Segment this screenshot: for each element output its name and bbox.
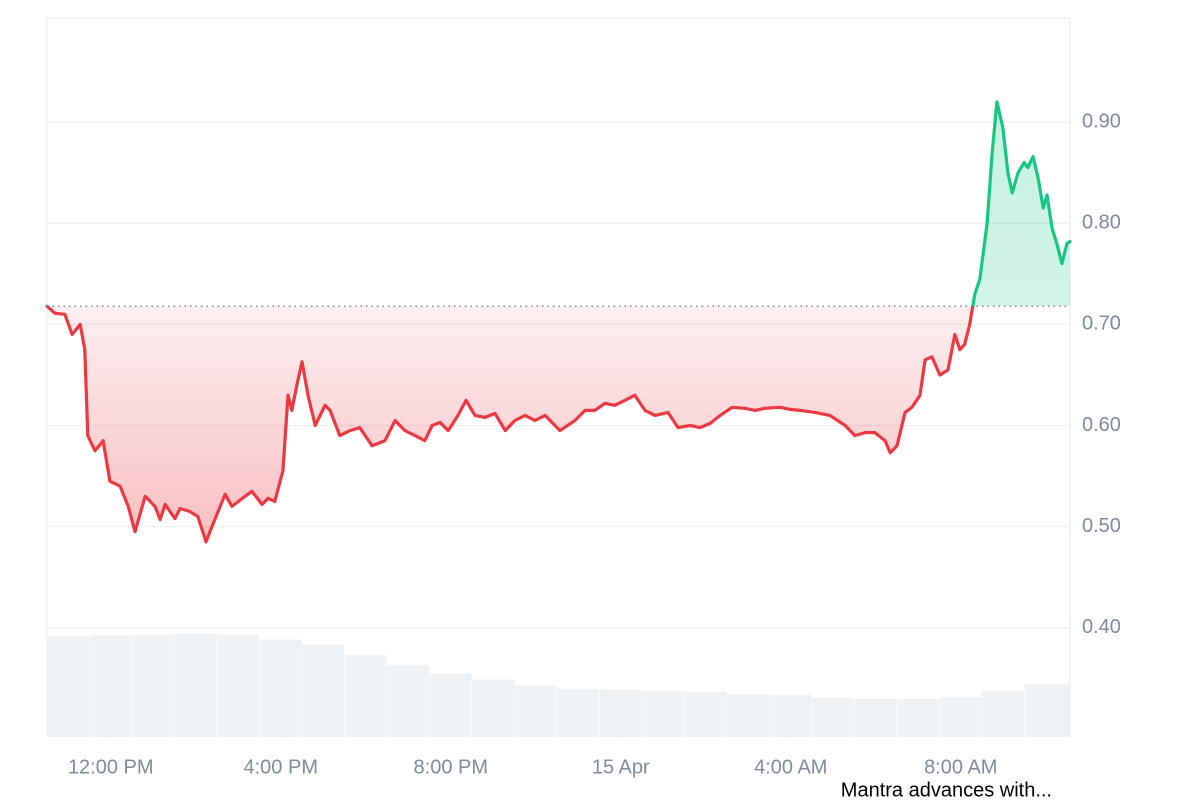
y-tick-label: 0.80 [1082,212,1121,234]
y-tick-label: 0.90 [1082,110,1121,132]
x-tick-label: 15 Apr [592,756,650,778]
y-tick-label: 0.50 [1082,515,1121,537]
news-annotation: Mantra advances with... [841,779,1052,800]
volume-bar [47,636,90,737]
x-tick-label: 4:00 PM [244,756,318,778]
volume-bar [982,690,1025,737]
volume-bar [217,634,260,737]
price-area [47,101,1070,542]
volume-bar [89,635,132,737]
volume-bar [557,688,600,737]
volume-bar [174,633,217,737]
volume-bar [769,694,812,737]
volume-bar [727,693,770,737]
volume-bar [259,639,302,737]
volume-bar [514,685,557,737]
volume-bar [599,689,642,737]
volume-bar [642,690,685,737]
volume-bar [939,696,982,737]
data-layer [45,100,1072,544]
volume-bar [429,673,472,737]
volume-bar [897,698,940,737]
volume-bar [344,654,387,737]
volume-bar [302,644,345,737]
x-tick-label: 8:00 PM [414,756,488,778]
label-layer: 0.40 0.50 0.60 0.70 0.80 0.90 12:00 PM 4:00 PM 8… [68,110,1121,778]
volume-bar [472,679,515,737]
volume-bar [812,697,855,737]
volume-bar [1024,683,1070,737]
y-tick-label: 0.60 [1082,414,1121,436]
x-tick-label: 12:00 PM [68,756,154,778]
y-tick-label: 0.40 [1082,616,1121,638]
x-tick-label: 4:00 AM [754,756,827,778]
x-tick-label: 8:00 AM [924,756,997,778]
volume-layer [47,633,1070,737]
volume-bar [387,665,430,737]
price-line [45,100,1072,544]
volume-bar [684,691,727,737]
volume-bar [854,698,897,737]
volume-bar [132,634,175,737]
y-tick-label: 0.70 [1082,313,1121,335]
